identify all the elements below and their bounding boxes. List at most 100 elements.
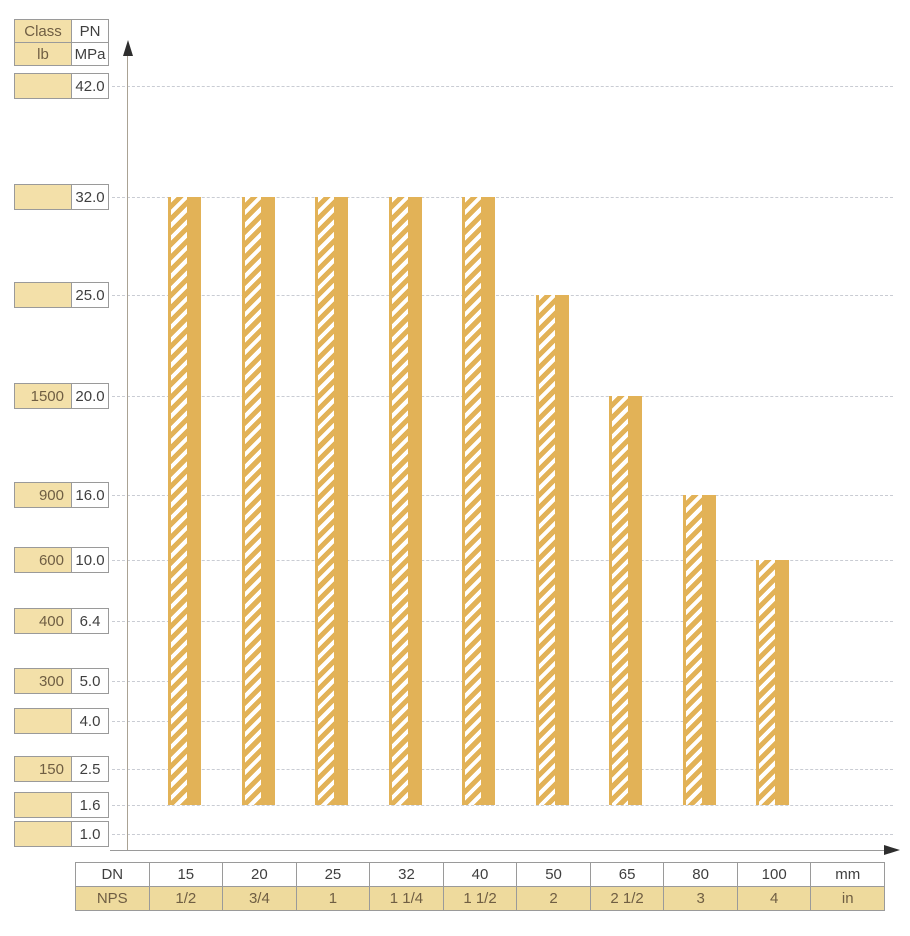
class-label-cell <box>14 73 72 99</box>
gridline-pn-5.0 <box>112 681 893 682</box>
bar-dn-25 <box>315 197 349 805</box>
gridline-pn-16.0 <box>112 495 893 496</box>
mpa-header-cell: MPa <box>71 42 109 66</box>
class-label-cell: 600 <box>14 547 72 573</box>
x-axis-line <box>110 850 886 851</box>
gridline-pn-6.4 <box>112 621 893 622</box>
x-axis-table: DN 15 20 25 32 40 50 65 80 100 mm NPS 1/2 3/4 1 1 1/4 1 … <box>75 862 886 911</box>
bar-dn-80 <box>682 495 716 805</box>
nps-cell: in <box>810 886 886 911</box>
bar-dn-100 <box>756 560 790 805</box>
bar-hatch-pattern <box>171 197 188 805</box>
pn-label-cell: 25.0 <box>71 282 109 308</box>
y-axis-row: 600 10.0 <box>14 547 109 573</box>
pn-label-cell: 1.0 <box>71 821 109 847</box>
nps-cell: 2 1/2 <box>589 886 665 911</box>
gridline-pn-25.0 <box>112 295 893 296</box>
gridline-pn-10.0 <box>112 560 893 561</box>
nps-cell: 4 <box>736 886 812 911</box>
y-axis-line <box>127 50 128 850</box>
y-axis-row: 400 6.4 <box>14 608 109 634</box>
dn-cell: 25 <box>295 862 371 887</box>
gridline-pn-42.0 <box>112 86 893 87</box>
nps-cell: NPS <box>75 886 150 911</box>
gridline-pn-2.5 <box>112 769 893 770</box>
dn-cell: 32 <box>369 862 444 887</box>
dn-cell: mm <box>810 862 886 887</box>
nps-cell: 1/2 <box>148 886 224 911</box>
bar-dn-65 <box>609 396 643 805</box>
class-label-cell: 900 <box>14 482 72 508</box>
bar-hatch-pattern <box>759 560 776 805</box>
lb-header-cell: lb <box>14 42 72 66</box>
class-label-cell <box>14 282 72 308</box>
pn-label-cell: 42.0 <box>71 73 109 99</box>
bar-dn-15 <box>168 197 202 805</box>
nps-cell: 2 <box>516 886 591 911</box>
class-label-cell <box>14 792 72 818</box>
y-axis-row: 150 2.5 <box>14 756 109 782</box>
nps-cell: 1 <box>295 886 371 911</box>
pn-label-cell: 1.6 <box>71 792 109 818</box>
class-label-cell: 400 <box>14 608 72 634</box>
y-axis-row: 1.6 <box>14 792 109 818</box>
unit-header-row-1: Class PN <box>14 19 109 43</box>
gridline-pn-20.0 <box>112 396 893 397</box>
pn-label-cell: 20.0 <box>71 383 109 409</box>
bar-dn-40 <box>462 197 496 805</box>
nps-row: NPS 1/2 3/4 1 1 1/4 1 1/2 2 2 1/2 3 4 in <box>75 886 886 911</box>
nps-cell: 3/4 <box>222 886 297 911</box>
y-axis-row: 25.0 <box>14 282 109 308</box>
pn-label-cell: 32.0 <box>71 184 109 210</box>
nps-cell: 1 1/2 <box>442 886 518 911</box>
class-label-cell: 300 <box>14 668 72 694</box>
y-axis-row: 300 5.0 <box>14 668 109 694</box>
class-label-cell <box>14 184 72 210</box>
unit-header-table: Class PN lb MPa <box>14 19 109 66</box>
dn-cell: 65 <box>589 862 665 887</box>
y-axis-row: 4.0 <box>14 708 109 734</box>
dn-cell: 50 <box>516 862 591 887</box>
dn-row: DN 15 20 25 32 40 50 65 80 100 mm <box>75 862 886 887</box>
gridline-pn-4.0 <box>112 721 893 722</box>
pn-header-cell: PN <box>71 19 109 43</box>
bar-dn-50 <box>535 295 569 805</box>
class-label-cell: 1500 <box>14 383 72 409</box>
y-axis-row: 32.0 <box>14 184 109 210</box>
bar-hatch-pattern <box>391 197 408 805</box>
pn-label-cell: 10.0 <box>71 547 109 573</box>
gridline-pn-32.0 <box>112 197 893 198</box>
pn-label-cell: 2.5 <box>71 756 109 782</box>
pn-label-cell: 4.0 <box>71 708 109 734</box>
pn-label-cell: 5.0 <box>71 668 109 694</box>
pn-label-cell: 16.0 <box>71 482 109 508</box>
gridline-pn-1.6 <box>112 805 893 806</box>
x-axis-arrow-icon <box>884 845 900 855</box>
bar-hatch-pattern <box>685 495 702 805</box>
dn-cell: 80 <box>663 862 738 887</box>
dn-cell: 15 <box>148 862 224 887</box>
class-label-cell: 150 <box>14 756 72 782</box>
bar-hatch-pattern <box>318 197 335 805</box>
dn-cell: DN <box>75 862 150 887</box>
bar-hatch-pattern <box>465 197 482 805</box>
gridline-pn-1.0 <box>112 834 893 835</box>
unit-header-row-2: lb MPa <box>14 42 109 66</box>
y-axis-arrow-icon <box>123 40 133 56</box>
class-label-cell <box>14 821 72 847</box>
class-header-cell: Class <box>14 19 72 43</box>
y-axis-row: 42.0 <box>14 73 109 99</box>
pn-label-cell: 6.4 <box>71 608 109 634</box>
nps-cell: 3 <box>663 886 738 911</box>
y-axis-row: 900 16.0 <box>14 482 109 508</box>
dn-cell: 100 <box>736 862 812 887</box>
bar-dn-20 <box>241 197 275 805</box>
dn-cell: 20 <box>222 862 297 887</box>
y-axis-row: 1.0 <box>14 821 109 847</box>
bar-hatch-pattern <box>612 396 629 805</box>
bar-hatch-pattern <box>244 197 261 805</box>
bar-dn-32 <box>388 197 422 805</box>
class-label-cell <box>14 708 72 734</box>
dn-cell: 40 <box>442 862 518 887</box>
